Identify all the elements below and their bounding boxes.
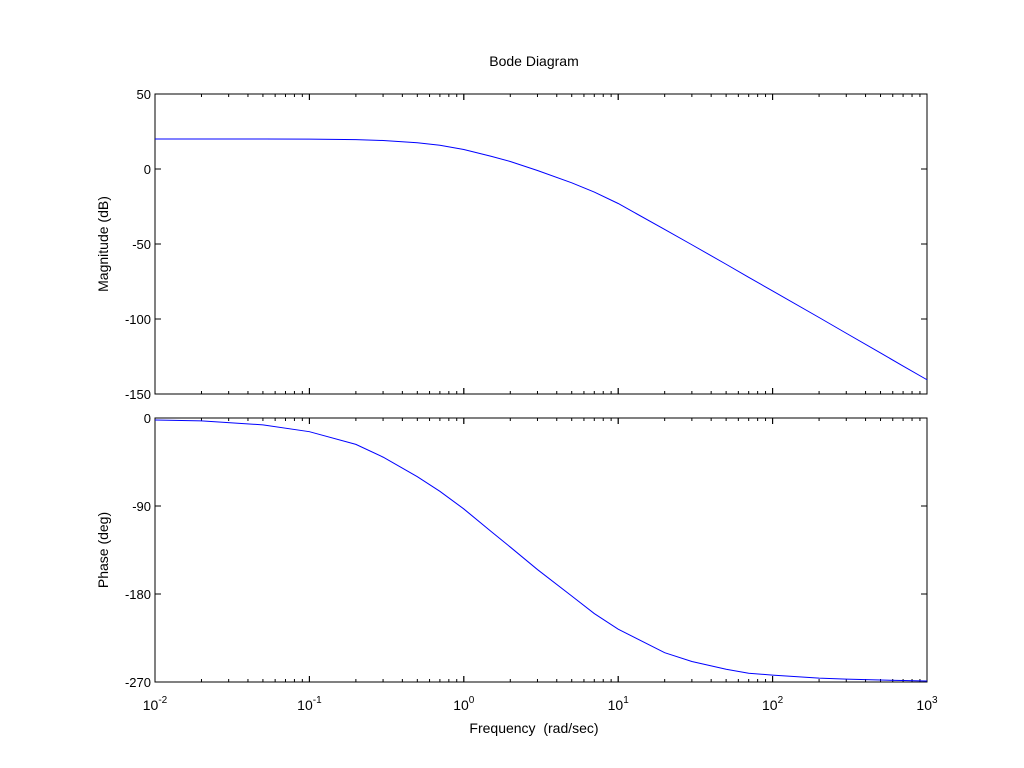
y-tick-label: -150 [125, 387, 151, 402]
magnitude-axes-frame [154, 93, 928, 395]
x-tick-label: 101 [608, 695, 630, 713]
y-tick-label: 0 [144, 411, 151, 426]
y-tick-label: 0 [144, 162, 151, 177]
x-tick-labels: 10-2 10-1 100 101 102 103 [143, 695, 938, 713]
magnitude-panel: 50 0 -50 -100 -150 Magnitude (dB) [95, 87, 928, 402]
phase-y-axis-label: Phase (deg) [95, 512, 111, 588]
magnitude-series-line [155, 138, 928, 381]
phase-ticks: 0 -90 -180 -270 [125, 411, 927, 690]
y-tick-label: -90 [132, 499, 151, 514]
x-tick-label: 10-1 [297, 695, 322, 713]
x-tick-label: 103 [916, 695, 938, 713]
magnitude-y-axis-label: Magnitude (dB) [95, 196, 111, 292]
magnitude-x-minor-ticks [154, 94, 928, 394]
y-tick-label: -270 [125, 675, 151, 690]
phase-series-line [154, 419, 928, 682]
y-tick-label: -50 [132, 237, 151, 252]
x-tick-label: 102 [762, 695, 784, 713]
x-tick-label: 100 [453, 695, 475, 713]
chart-title: Bode Diagram [489, 53, 579, 69]
x-axis-label: Frequency (rad/sec) [469, 720, 598, 736]
phase-panel: 0 -90 -180 -270 Phase (deg) [95, 411, 928, 690]
y-tick-label: -180 [125, 587, 151, 602]
y-tick-label: -100 [125, 312, 151, 327]
phase-axes-frame [154, 417, 928, 683]
magnitude-ticks: 50 0 -50 -100 -150 [125, 87, 927, 402]
x-tick-label: 10-2 [143, 695, 168, 713]
y-tick-label: 50 [137, 87, 151, 102]
